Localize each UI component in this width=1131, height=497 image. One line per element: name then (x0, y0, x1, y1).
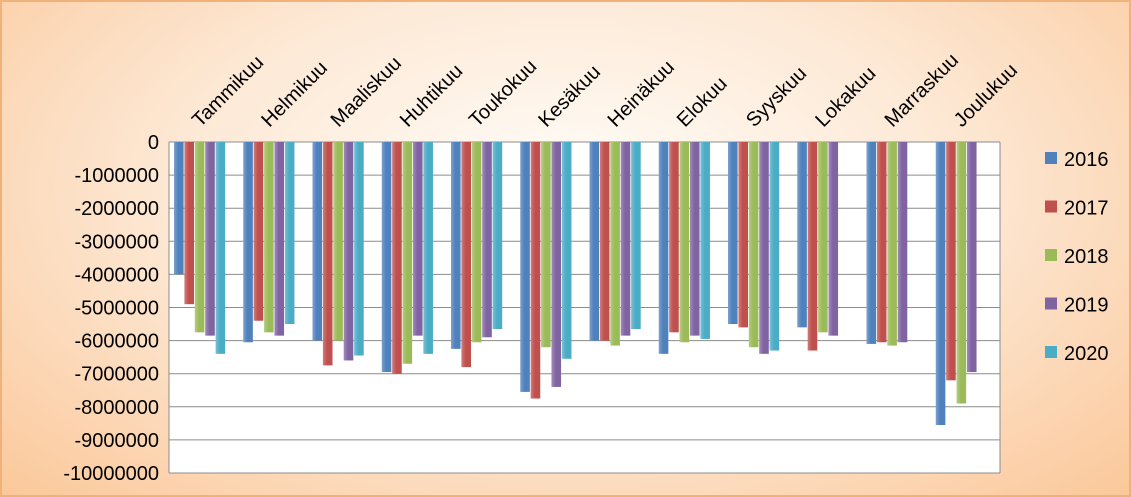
x-category-label: Toukokuu (465, 55, 541, 131)
bar-2017-7 (669, 142, 679, 333)
bar-2018-9 (818, 142, 828, 333)
bar-2018-0 (194, 142, 205, 333)
bar-2016-11 (935, 142, 946, 426)
bar-2017-1 (253, 142, 264, 321)
bar-2018-11 (956, 142, 967, 404)
y-tick-label: -1000000 (74, 165, 159, 187)
bar-2020-4 (492, 142, 503, 330)
bar-2018-5 (541, 142, 551, 348)
bar-2016-9 (797, 142, 807, 328)
bar-2017-8 (738, 142, 748, 328)
x-category-label: Joulukuu (950, 59, 1022, 131)
gridlines (168, 141, 1001, 474)
bar-2018-10 (887, 142, 897, 346)
legend-label: 2017 (1064, 198, 1109, 220)
bar-2016-6 (589, 142, 600, 341)
legend-swatch (1045, 200, 1057, 213)
bar-2020-5 (561, 142, 572, 359)
legend-label: 2020 (1064, 343, 1109, 365)
bar-2019-6 (620, 142, 631, 336)
bar-2019-11 (966, 142, 977, 373)
bar-2018-6 (610, 142, 620, 346)
bar-2020-6 (631, 142, 641, 330)
bar-2020-2 (354, 142, 364, 356)
legend-swatch (1045, 152, 1057, 164)
bar-2017-6 (599, 142, 610, 341)
legend-swatch (1045, 346, 1057, 358)
y-tick-label: -6000000 (74, 331, 159, 353)
bar-2016-5 (520, 142, 530, 392)
y-tick-label: -2000000 (74, 198, 159, 220)
x-category-label: Syyskuu (742, 63, 811, 132)
y-tick-label: -9000000 (74, 430, 159, 452)
y-tick-label: -8000000 (74, 397, 159, 419)
bar-2016-7 (658, 142, 669, 354)
bar-2016-10 (866, 142, 877, 344)
bar-2017-2 (322, 142, 333, 366)
legend: 2016 2017 2018 2019 2020 (1045, 149, 1109, 365)
bar-2020-0 (215, 142, 226, 354)
bars-group (174, 142, 977, 426)
bar-2017-4 (461, 142, 471, 368)
y-axis: 0 -1000000 -2000000 -3000000 -4000000 -500000… (63, 132, 159, 485)
x-category-label: Tammikuu (188, 52, 268, 132)
legend-swatch (1045, 297, 1057, 310)
x-category-label: Helmikuu (257, 57, 332, 132)
x-category-label: Lokakuu (811, 63, 880, 132)
bar-2018-7 (679, 142, 690, 343)
y-tick-label: -5000000 (74, 298, 159, 320)
bar-2016-0 (174, 142, 184, 275)
bar-2016-1 (243, 142, 253, 343)
bar-2019-9 (828, 142, 839, 336)
bar-2020-3 (423, 142, 433, 354)
bar-2019-1 (274, 142, 285, 336)
x-category-label: Elokuu (673, 73, 732, 132)
bar-2017-5 (530, 142, 541, 399)
bar-2019-5 (551, 142, 562, 387)
bar-2018-4 (471, 142, 482, 343)
bar-2019-0 (205, 142, 215, 336)
legend-swatch (1045, 249, 1057, 261)
bar-2019-3 (412, 142, 423, 336)
bar-2016-4 (451, 142, 461, 349)
bar-2017-9 (807, 142, 818, 351)
legend-label: 2019 (1064, 295, 1109, 317)
y-tick-label: -4000000 (74, 264, 159, 286)
bar-2019-10 (897, 142, 908, 343)
bar-2020-8 (769, 142, 780, 351)
bar-2016-3 (381, 142, 392, 373)
y-tick-label: -3000000 (74, 231, 159, 253)
y-tick-label: 0 (148, 132, 159, 154)
x-category-label: Kesäkuu (534, 61, 605, 132)
bar-2020-7 (700, 142, 710, 339)
x-category-label: Huhtikuu (396, 60, 467, 131)
x-category-label: Marraskuu (881, 49, 963, 131)
bar-2017-10 (876, 142, 887, 343)
bar-2017-3 (392, 142, 402, 374)
bar-2017-11 (946, 142, 956, 381)
x-axis: TammikuuHelmikuuMaaliskuuHuhtikuuToukoku… (188, 49, 1022, 131)
legend-label: 2018 (1064, 246, 1109, 268)
bar-2020-1 (284, 142, 295, 325)
bar-2018-8 (748, 142, 759, 348)
bar-2019-8 (759, 142, 769, 354)
x-category-label: Heinäkuu (604, 56, 679, 131)
bar-2018-2 (333, 142, 343, 341)
bar-2016-2 (312, 142, 323, 341)
bar-2019-2 (343, 142, 354, 361)
legend-label: 2016 (1064, 149, 1109, 171)
x-category-label: Maaliskuu (327, 52, 406, 131)
bar-2017-0 (184, 142, 194, 305)
bar-2018-1 (264, 142, 274, 333)
y-tick-label: -7000000 (74, 364, 159, 386)
bar-2018-3 (402, 142, 413, 364)
bar-2016-8 (728, 142, 738, 325)
bar-2019-4 (482, 142, 492, 338)
bar-2019-7 (689, 142, 700, 336)
y-tick-label: -10000000 (63, 463, 159, 485)
